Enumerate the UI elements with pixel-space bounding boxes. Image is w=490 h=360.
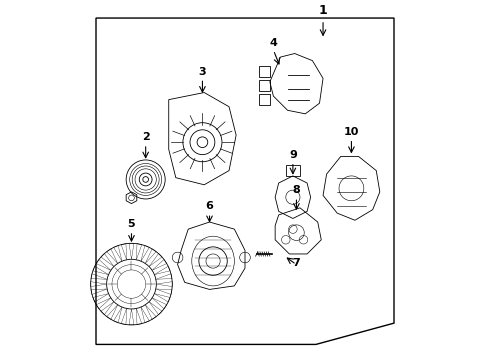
Text: 2: 2 [142, 132, 149, 142]
Text: 5: 5 [128, 219, 135, 229]
Text: 4: 4 [270, 38, 277, 48]
Text: 9: 9 [289, 150, 297, 160]
Text: 10: 10 [344, 127, 359, 137]
Text: 3: 3 [198, 67, 206, 77]
Text: 6: 6 [206, 201, 214, 211]
Text: 7: 7 [293, 258, 300, 268]
Text: 8: 8 [293, 185, 300, 195]
Text: 1: 1 [318, 4, 327, 17]
